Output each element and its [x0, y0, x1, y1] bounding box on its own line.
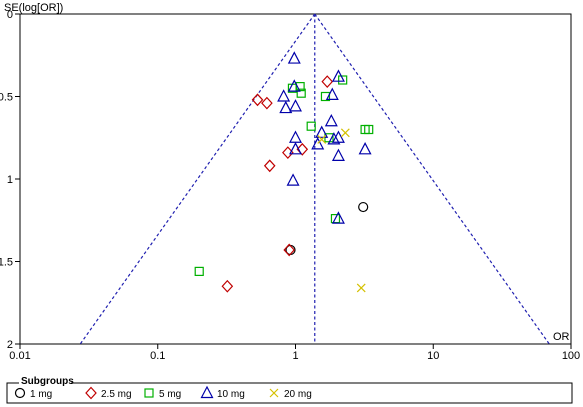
point-2-5-mg: [221, 279, 234, 293]
y-tick-label: 1: [7, 174, 13, 186]
point-10-mg: [287, 51, 301, 64]
point-20-mg: [356, 283, 366, 293]
legend-label-1-mg: 1 mg: [30, 389, 52, 400]
legend-marker-20-mg: [269, 388, 279, 398]
point-20-mg: [340, 128, 350, 138]
y-tick-label: 1.5: [0, 257, 13, 269]
legend-marker-2-5-mg: [85, 386, 97, 400]
point-10-mg: [287, 79, 301, 92]
axis-ticks: 0.01 0.1 1 10 100 0 0.5 1 1.5 2: [0, 9, 580, 362]
point-2-5-mg: [261, 96, 273, 110]
point-2-5-mg: [282, 146, 294, 159]
x-axis-label: OR: [553, 331, 570, 343]
point-5-mg: [194, 266, 204, 276]
y-tick-label: 2: [7, 339, 13, 351]
x-tick-label: 10: [427, 350, 439, 362]
point-10-mg: [289, 130, 302, 143]
x-tick-label: 1: [292, 350, 298, 362]
legend-label-2-5-mg: 2.5 mg: [101, 389, 132, 400]
point-10-mg: [327, 132, 341, 145]
legend: Subgroups 1 mg 2.5 mg 5 mg 10 mg 20 mg: [6, 375, 573, 404]
y-tick-label: 0: [7, 9, 13, 21]
legend-label-20-mg: 20 mg: [284, 389, 312, 400]
point-10-mg: [331, 211, 345, 224]
legend-title: Subgroups: [21, 376, 74, 387]
data-points: [194, 51, 374, 293]
x-tick-label: 100: [562, 350, 580, 362]
point-1-mg: [358, 201, 369, 213]
point-10-mg: [315, 125, 329, 138]
legend-label-5-mg: 5 mg: [159, 389, 181, 400]
funnel-left-limit: [79, 13, 316, 345]
point-20-mg: [317, 134, 327, 144]
point-2-5-mg: [283, 243, 296, 257]
y-axis-label: SE(log[OR]): [4, 2, 63, 14]
point-10-mg: [331, 148, 345, 161]
point-10-mg: [324, 113, 338, 127]
point-5-mg: [296, 88, 306, 98]
point-10-mg: [279, 100, 293, 114]
point-2-5-mg: [263, 159, 276, 173]
point-10-mg: [311, 137, 325, 150]
legend-marker-1-mg: [14, 387, 26, 399]
legend-marker-5-mg: [144, 388, 154, 398]
legend-title-bg: [19, 375, 71, 386]
point-10-mg: [358, 142, 372, 155]
legend-items: 1 mg 2.5 mg 5 mg 10 mg 20 mg: [14, 385, 312, 400]
point-10-mg: [325, 87, 339, 100]
x-tick-label: 0.1: [150, 350, 165, 362]
point-10-mg: [289, 142, 302, 155]
point-10-mg: [286, 173, 300, 186]
point-2-5-mg: [321, 75, 334, 89]
point-5-mg: [306, 121, 316, 131]
point-5-mg: [364, 124, 374, 135]
point-10-mg: [289, 99, 302, 112]
point-5-mg: [338, 75, 348, 85]
legend-box: [6, 382, 573, 404]
point-10-mg: [331, 69, 345, 82]
y-tick-label: 0.5: [0, 92, 13, 104]
point-2-5-mg: [251, 93, 264, 107]
legend-marker-10-mg: [200, 385, 214, 399]
point-10-mg: [277, 89, 291, 102]
funnel-right-limit: [314, 13, 550, 345]
legend-label-10-mg: 10 mg: [217, 389, 245, 400]
x-tick-label: 0.01: [9, 350, 30, 362]
funnel-lines: [79, 13, 550, 345]
point-5-mg: [320, 91, 331, 102]
point-10-mg: [331, 130, 345, 143]
point-2-5-mg: [296, 142, 309, 156]
